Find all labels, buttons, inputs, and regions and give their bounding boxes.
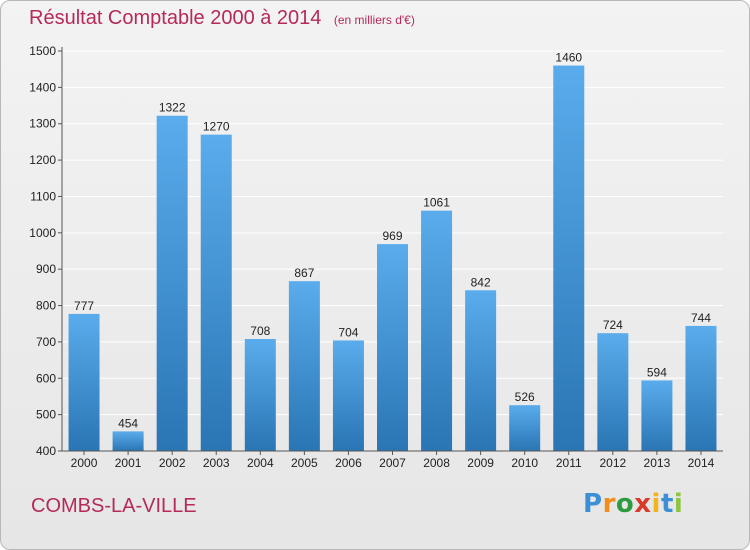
x-tick-label: 2000: [71, 456, 98, 470]
bar-value-label: 526: [515, 390, 535, 404]
bar: [641, 380, 673, 451]
bar: [509, 405, 541, 451]
labels: 400 500 600 700 800 900 1000 1100 1200 1300 1400 15…: [29, 44, 714, 470]
y-tick-label: 700: [36, 335, 56, 349]
bar: [244, 339, 276, 451]
bar-value-label: 724: [603, 318, 623, 332]
bar-value-label: 454: [118, 416, 138, 430]
x-tick-label: 2010: [511, 456, 538, 470]
x-tick-label: 2005: [291, 456, 318, 470]
x-tick-label: 2013: [644, 456, 671, 470]
chart-title: Résultat Comptable 2000 à 2014 (en milli…: [29, 7, 415, 30]
y-tick-label: 1200: [29, 153, 56, 167]
bar: [685, 325, 717, 451]
bar-value-label: 744: [691, 311, 711, 325]
x-tick-label: 2002: [159, 456, 186, 470]
y-tick-label: 1300: [29, 117, 56, 131]
bar: [465, 290, 497, 451]
bar-value-label: 1322: [159, 101, 186, 115]
logo-letter: o: [615, 489, 635, 519]
logo-letter: i: [651, 489, 661, 519]
bar-value-label: 867: [294, 266, 314, 280]
bar-value-label: 777: [74, 299, 94, 313]
x-tick-label: 2014: [688, 456, 715, 470]
x-tick-label: 2009: [467, 456, 494, 470]
proxiti-logo: Proxiti: [583, 489, 683, 519]
logo-letter: r: [602, 489, 616, 519]
logo-letter: t: [660, 489, 674, 519]
bar: [112, 431, 144, 451]
logo-letter: P: [583, 489, 603, 519]
title-main: Résultat Comptable 2000 à 2014: [29, 7, 322, 29]
bar: [332, 340, 364, 451]
y-tick-label: 600: [36, 371, 56, 385]
bar-value-label: 842: [471, 275, 491, 289]
bar: [421, 210, 453, 451]
bar-value-label: 969: [382, 229, 402, 243]
bar-value-label: 704: [338, 325, 358, 339]
bar-value-label: 1460: [555, 51, 582, 65]
x-tick-label: 2001: [115, 456, 142, 470]
title-unit: (en milliers d'€): [333, 13, 415, 27]
bar: [553, 65, 585, 451]
x-tick-label: 2008: [423, 456, 450, 470]
bar-value-label: 1270: [203, 120, 230, 134]
x-tick-label: 2011: [556, 456, 582, 470]
y-tick-label: 1500: [29, 44, 56, 58]
y-tick-label: 500: [36, 408, 56, 422]
axes: [58, 47, 723, 455]
bar: [68, 313, 100, 451]
y-tick-label: 1400: [29, 80, 56, 94]
bars: [68, 65, 717, 452]
bar: [377, 244, 408, 451]
bar-value-label: 708: [250, 324, 270, 338]
bar: [200, 134, 232, 452]
bar: [288, 281, 320, 451]
x-tick-label: 2012: [599, 456, 626, 470]
logo-letter: x: [634, 489, 652, 519]
logo-letter: i: [673, 489, 684, 519]
x-tick-label: 2004: [247, 456, 274, 470]
y-tick-label: 900: [36, 262, 56, 276]
x-tick-label: 2003: [203, 456, 230, 470]
bar: [597, 333, 629, 451]
y-tick-label: 1000: [29, 226, 56, 240]
x-tick-label: 2007: [379, 456, 406, 470]
bar-value-label: 594: [647, 365, 667, 379]
y-tick-label: 800: [36, 299, 56, 313]
y-tick-label: 1100: [30, 189, 56, 203]
x-tick-label: 2006: [335, 456, 362, 470]
bar-value-label: 1061: [423, 196, 450, 210]
bar: [156, 115, 188, 452]
y-tick-label: 400: [36, 444, 56, 458]
commune-name: COMBS-LA-VILLE: [31, 495, 197, 517]
